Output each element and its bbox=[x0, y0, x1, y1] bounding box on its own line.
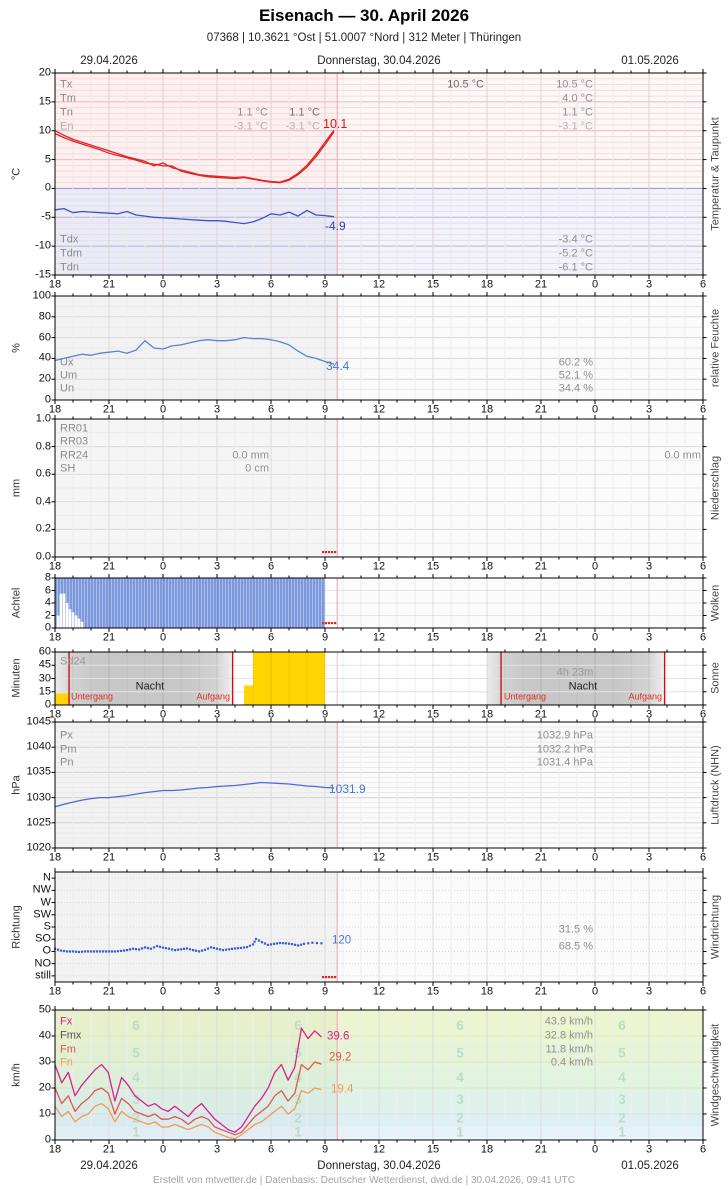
pressure-nhn bbox=[54, 781, 335, 808]
date-left-top: 29.04.2026 bbox=[80, 55, 138, 67]
svg-text:5: 5 bbox=[294, 1045, 302, 1060]
svg-text:1: 1 bbox=[132, 1125, 140, 1140]
svg-text:5: 5 bbox=[132, 1045, 140, 1060]
svg-text:6: 6 bbox=[456, 1018, 464, 1033]
svg-text:1: 1 bbox=[618, 1125, 626, 1140]
svg-text:5: 5 bbox=[618, 1045, 626, 1060]
svg-text:2: 2 bbox=[294, 1110, 302, 1125]
dewpoint bbox=[54, 207, 335, 225]
date-center-bottom: Donnerstag, 30.04.2026 bbox=[317, 1160, 441, 1172]
svg-text:2: 2 bbox=[456, 1110, 464, 1125]
footer-credit: Erstellt von mtwetter.de | Datenbasis: D… bbox=[153, 1175, 575, 1186]
svg-text:2: 2 bbox=[132, 1110, 140, 1125]
svg-text:3: 3 bbox=[618, 1092, 626, 1107]
svg-text:6: 6 bbox=[618, 1018, 626, 1033]
date-right-bottom: 01.05.2026 bbox=[621, 1160, 679, 1172]
svg-text:3: 3 bbox=[456, 1092, 464, 1107]
svg-text:4: 4 bbox=[618, 1070, 626, 1085]
date-left-bottom: 29.04.2026 bbox=[80, 1160, 138, 1172]
relative-humidity bbox=[54, 336, 335, 365]
date-right-top: 01.05.2026 bbox=[621, 55, 679, 67]
svg-text:3: 3 bbox=[132, 1092, 140, 1107]
svg-text:2: 2 bbox=[618, 1110, 626, 1125]
svg-text:4: 4 bbox=[456, 1070, 464, 1085]
svg-text:1: 1 bbox=[294, 1125, 302, 1140]
svg-text:6: 6 bbox=[294, 1018, 302, 1033]
wind-fx bbox=[54, 1027, 322, 1133]
wind-fn bbox=[54, 1087, 322, 1140]
temperature-5cm bbox=[54, 131, 335, 184]
date-center-top: Donnerstag, 30.04.2026 bbox=[317, 55, 441, 67]
svg-text:5: 5 bbox=[456, 1045, 464, 1060]
temperature-2m bbox=[54, 129, 335, 183]
svg-text:6: 6 bbox=[132, 1018, 140, 1033]
svg-text:4: 4 bbox=[132, 1070, 140, 1085]
wind-fm bbox=[54, 1061, 322, 1136]
svg-text:1: 1 bbox=[456, 1125, 464, 1140]
